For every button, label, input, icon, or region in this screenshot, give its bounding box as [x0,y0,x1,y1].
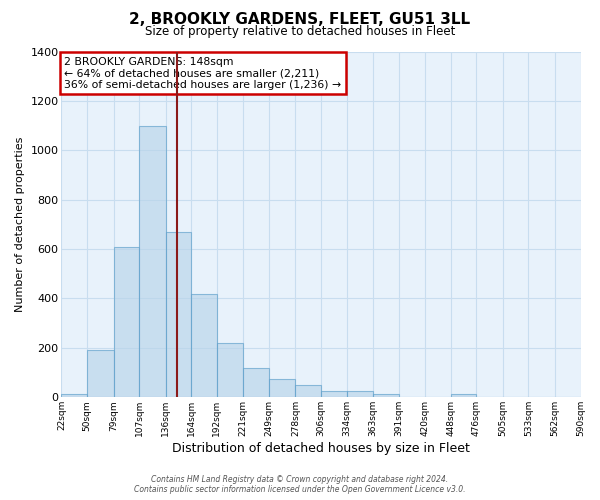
Text: 2, BROOKLY GARDENS, FLEET, GU51 3LL: 2, BROOKLY GARDENS, FLEET, GU51 3LL [130,12,470,28]
Bar [113,246,139,398]
Bar [61,394,87,398]
Bar [87,350,113,398]
Bar [373,394,398,398]
Bar [269,379,295,398]
Bar [166,232,191,398]
Bar [217,343,244,398]
Bar [191,294,217,398]
Y-axis label: Number of detached properties: Number of detached properties [15,136,25,312]
X-axis label: Distribution of detached houses by size in Fleet: Distribution of detached houses by size … [172,442,470,455]
Bar [295,385,321,398]
Bar [244,368,269,398]
Bar [451,394,476,398]
Text: Contains HM Land Registry data © Crown copyright and database right 2024.
Contai: Contains HM Land Registry data © Crown c… [134,474,466,494]
Bar [139,126,166,398]
Bar [347,391,373,398]
Text: 2 BROOKLY GARDENS: 148sqm
← 64% of detached houses are smaller (2,211)
36% of se: 2 BROOKLY GARDENS: 148sqm ← 64% of detac… [64,56,341,90]
Text: Size of property relative to detached houses in Fleet: Size of property relative to detached ho… [145,25,455,38]
Bar [321,391,347,398]
